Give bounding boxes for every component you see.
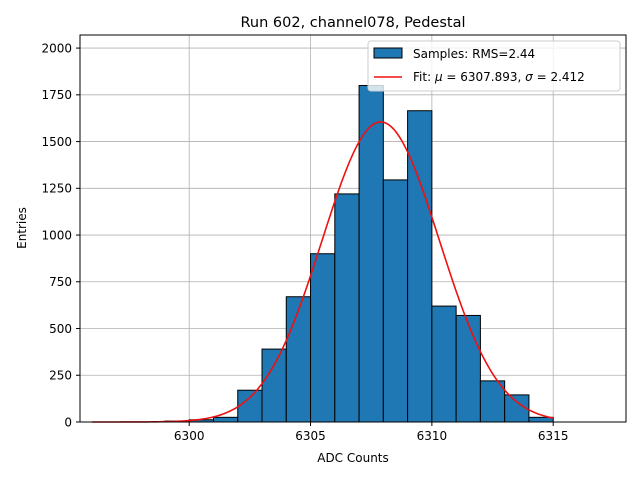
legend-fit-sigma-value: = 2.412 xyxy=(533,70,585,84)
plot-frame xyxy=(79,34,627,423)
legend: Samples: RMS=2.44 Fit: μ = 6307.893, σ =… xyxy=(367,40,621,92)
y-tick-label: 750 xyxy=(49,275,72,289)
y-tick-label: 0 xyxy=(64,415,72,429)
y-tick-label: 500 xyxy=(49,322,72,336)
y-tick-label: 1750 xyxy=(41,88,72,102)
x-tick-label: 6305 xyxy=(295,429,326,443)
y-tick-label: 250 xyxy=(49,369,72,383)
histogram-bar xyxy=(455,314,481,423)
x-tick-label: 6300 xyxy=(174,429,205,443)
histogram-bar xyxy=(310,253,336,423)
y-tick-label: 1250 xyxy=(41,182,72,196)
histogram-bar xyxy=(479,380,506,423)
legend-fit-mu-symbol: μ xyxy=(434,70,443,84)
x-axis-label: ADC Counts xyxy=(317,451,389,465)
legend-swatch-samples xyxy=(373,47,403,59)
legend-fit-sigma-symbol: σ xyxy=(525,70,533,84)
histogram-bar xyxy=(407,110,433,423)
legend-fit-prefix: Fit: xyxy=(413,70,435,84)
x-tick-label: 6310 xyxy=(417,429,448,443)
x-tick-label: 6315 xyxy=(538,429,569,443)
histogram-bar xyxy=(334,193,360,423)
legend-box xyxy=(367,40,621,92)
histogram-bar xyxy=(431,305,457,423)
histogram-bar xyxy=(237,389,263,423)
histogram-bar xyxy=(261,348,287,423)
chart-title: Run 602, channel078, Pedestal xyxy=(240,15,465,31)
histogram-bars xyxy=(164,84,554,423)
y-tick-label: 1000 xyxy=(41,228,72,242)
y-axis-label: Entries xyxy=(15,207,29,249)
histogram-bar xyxy=(212,416,239,423)
legend-fit-mu-value: = 6307.893, xyxy=(443,70,526,84)
histogram-bar xyxy=(382,179,409,423)
y-axis-ticks: 0 250 500 750 1000 1250 1500 1750 2000 xyxy=(41,41,80,429)
y-tick-label: 2000 xyxy=(41,41,72,55)
legend-label-samples: Samples: RMS=2.44 xyxy=(413,47,535,61)
y-tick-label: 1500 xyxy=(41,135,72,149)
x-axis-ticks: 6300 6305 6310 6315 xyxy=(174,422,569,443)
legend-label-fit: Fit: μ = 6307.893, σ = 2.412 xyxy=(413,70,585,84)
histogram-bar xyxy=(285,296,312,423)
